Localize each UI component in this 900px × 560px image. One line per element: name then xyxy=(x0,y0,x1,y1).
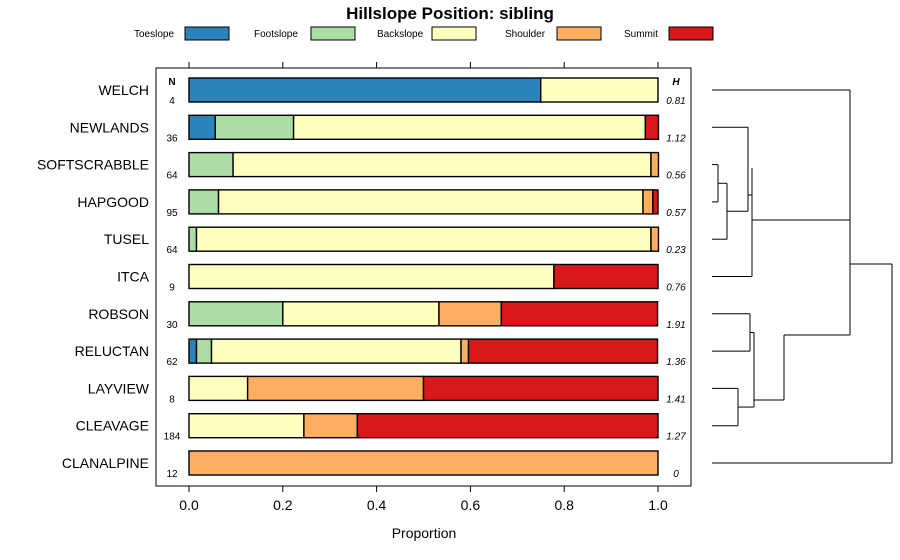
row-label-robson: ROBSON xyxy=(88,306,149,322)
row-label-clanalpine: CLANALPINE xyxy=(62,455,149,471)
bar-segment-hapgood-backslope xyxy=(217,189,644,215)
bar-segment-layview-shoulder xyxy=(246,375,425,402)
bar-segment-robson-footslope xyxy=(188,301,284,327)
h-value-tusel: 0.23 xyxy=(666,245,686,256)
h-value-robson: 1.91 xyxy=(666,320,685,331)
row-label-welch: WELCH xyxy=(98,82,149,98)
plot-frame xyxy=(155,67,692,487)
legend-label-summit: Summit xyxy=(624,29,658,40)
row-label-layview: LAYVIEW xyxy=(88,380,150,396)
x-tick-label: 0.4 xyxy=(367,497,387,513)
bar-segment-itca-summit xyxy=(553,263,659,290)
h-value-softscrabble: 0.56 xyxy=(666,171,686,182)
h-value-layview: 1.41 xyxy=(666,394,685,405)
row-label-cleavage: CLEAVAGE xyxy=(76,418,149,434)
bar-segment-tusel-backslope xyxy=(195,226,652,252)
bar-segment-newlands-backslope xyxy=(292,114,647,141)
n-value-layview: 8 xyxy=(169,394,175,405)
h-value-clanalpine: 0 xyxy=(673,469,679,480)
legend-swatch-footslope xyxy=(310,26,356,41)
bar-segment-layview-backslope xyxy=(188,375,249,402)
x-axis: 0.0 0.2 0.4 0.6 0.8 1.0 xyxy=(179,62,668,513)
x-axis-title: Proportion xyxy=(392,525,457,541)
legend-label-backslope: Backslope xyxy=(377,29,424,40)
bar-segment-welch-toeslope xyxy=(188,77,542,103)
n-value-reluctan: 62 xyxy=(166,357,178,368)
dendrogram xyxy=(712,89,893,464)
chart-title: Hillslope Position: sibling xyxy=(346,4,554,23)
n-value-itca: 9 xyxy=(169,283,175,294)
bars-group xyxy=(188,77,660,476)
legend-swatch-summit xyxy=(668,26,714,41)
n-value-robson: 30 xyxy=(166,320,178,331)
row-label-reluctan: RELUCTAN xyxy=(75,343,149,359)
x-tick-label: 1.0 xyxy=(648,497,668,513)
legend-swatch-backslope xyxy=(431,26,477,41)
bar-segment-newlands-footslope xyxy=(214,114,295,141)
bar-segment-tusel-footslope xyxy=(188,226,198,252)
row-label-newlands: NEWLANDS xyxy=(70,119,149,135)
row-labels: WELCH 4 0.81 NEWLANDS 36 1.12 SOFTSCRABBLE 64 0.… xyxy=(37,82,686,480)
bar-segment-layview-summit xyxy=(422,375,659,402)
bar-segment-cleavage-shoulder xyxy=(303,413,359,439)
bar-segment-cleavage-backslope xyxy=(188,413,305,439)
h-value-cleavage: 1.27 xyxy=(666,432,686,443)
row-label-hapgood: HAPGOOD xyxy=(77,194,149,210)
bar-segment-softscrabble-backslope xyxy=(232,151,652,178)
bar-segment-hapgood-footslope xyxy=(188,189,220,215)
bar-segment-softscrabble-footslope xyxy=(188,151,234,178)
bar-segment-reluctan-backslope xyxy=(210,338,462,364)
n-value-cleavage: 184 xyxy=(164,432,181,443)
n-column-header: N xyxy=(168,77,175,88)
n-value-tusel: 64 xyxy=(166,245,178,256)
x-tick-label: 0.0 xyxy=(179,497,199,513)
h-value-newlands: 1.12 xyxy=(666,133,686,144)
bar-segment-softscrabble-shoulder xyxy=(650,151,660,178)
h-value-hapgood: 0.57 xyxy=(666,208,686,219)
x-tick-label: 0.2 xyxy=(273,497,293,513)
legend-label-toeslope: Toeslope xyxy=(134,29,174,40)
bar-segment-newlands-toeslope xyxy=(188,114,216,141)
bar-segment-robson-summit xyxy=(500,301,659,327)
n-value-clanalpine: 12 xyxy=(166,469,178,480)
bar-segment-robson-shoulder xyxy=(438,301,503,327)
legend-swatch-toeslope xyxy=(184,26,230,41)
legend-swatch-shoulder xyxy=(556,26,602,41)
bar-segment-tusel-shoulder xyxy=(650,226,660,252)
x-tick-label: 0.8 xyxy=(554,497,574,513)
bar-segment-reluctan-summit xyxy=(467,338,659,364)
bar-segment-hapgood-shoulder xyxy=(642,189,654,215)
bar-segment-cleavage-summit xyxy=(356,413,659,439)
bar-segment-robson-backslope xyxy=(282,301,440,327)
row-label-tusel: TUSEL xyxy=(104,231,149,247)
h-value-itca: 0.76 xyxy=(666,283,686,294)
n-value-hapgood: 95 xyxy=(166,208,178,219)
bar-segment-reluctan-toeslope xyxy=(188,338,198,364)
row-label-itca: ITCA xyxy=(117,269,150,285)
h-value-reluctan: 1.36 xyxy=(666,357,686,368)
h-value-welch: 0.81 xyxy=(666,96,685,107)
bar-segment-reluctan-shoulder xyxy=(460,338,470,364)
bar-segment-newlands-summit xyxy=(644,114,660,141)
legend-label-footslope: Footslope xyxy=(254,29,298,40)
legend: Toeslope Footslope Backslope Shoulder Summit xyxy=(134,26,714,41)
x-tick-label: 0.6 xyxy=(461,497,481,513)
n-value-softscrabble: 64 xyxy=(166,171,178,182)
n-value-newlands: 36 xyxy=(166,133,178,144)
n-value-welch: 4 xyxy=(169,96,175,107)
row-label-softscrabble: SOFTSCRABBLE xyxy=(37,157,149,173)
bar-segment-itca-backslope xyxy=(188,263,555,290)
legend-label-shoulder: Shoulder xyxy=(505,29,546,40)
bar-segment-welch-backslope xyxy=(540,77,659,103)
bar-segment-hapgood-summit xyxy=(652,189,659,215)
h-column-header: H xyxy=(672,77,680,88)
bar-segment-reluctan-footslope xyxy=(195,338,213,364)
bar-segment-clanalpine-shoulder xyxy=(188,450,659,476)
